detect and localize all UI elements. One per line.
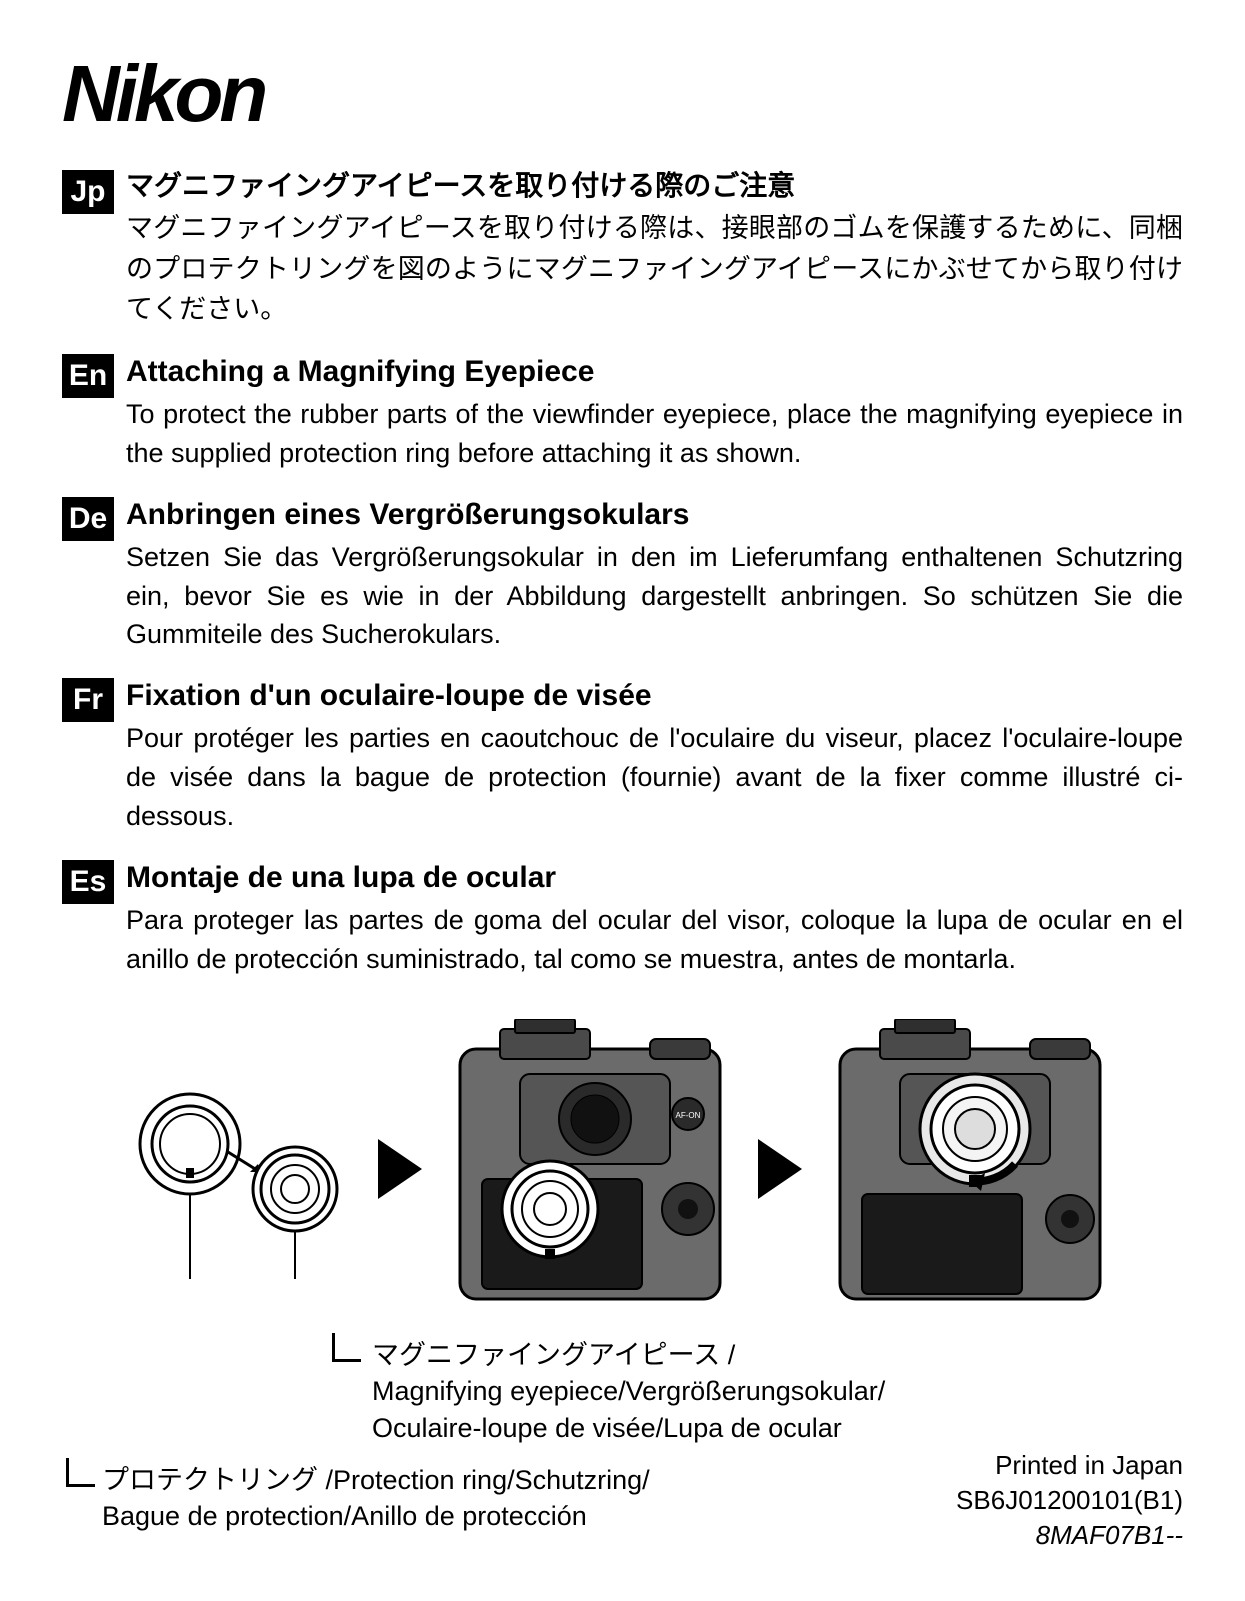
text-es: Para proteger las partes de goma del ocu… bbox=[126, 901, 1183, 979]
callout-eyepiece-line1: マグニファイングアイピース / bbox=[372, 1340, 735, 1370]
diagram-step-3 bbox=[820, 1019, 1120, 1319]
footer-code1: SB6J01200101(B1) bbox=[956, 1483, 1183, 1518]
title-de: Anbringen eines Vergrößerungsokulars bbox=[126, 495, 1183, 534]
footer-printed: Printed in Japan bbox=[956, 1448, 1183, 1483]
section-fr: Fr Fixation d'un oculaire-loupe de visée… bbox=[62, 676, 1183, 836]
callout-eyepiece-line3: Oculaire-loupe de visée/Lupa de ocular bbox=[372, 1413, 842, 1443]
section-es: Es Montaje de una lupa de ocular Para pr… bbox=[62, 858, 1183, 979]
lang-badge-jp: Jp bbox=[62, 170, 114, 214]
svg-text:AF-ON: AF-ON bbox=[676, 1111, 701, 1120]
section-de: De Anbringen eines Vergrößerungsokulars … bbox=[62, 495, 1183, 655]
arrow-icon bbox=[378, 1139, 422, 1199]
footer: Printed in Japan SB6J01200101(B1) 8MAF07… bbox=[956, 1448, 1183, 1553]
callout-eyepiece: マグニファイングアイピース / Magnifying eyepiece/Verg… bbox=[332, 1337, 1183, 1446]
diagram-step-2: AF-ON bbox=[440, 1019, 740, 1319]
text-en: To protect the rubber parts of the viewf… bbox=[126, 395, 1183, 473]
callout-ring-line2: Bague de protection/Anillo de protección bbox=[102, 1501, 587, 1531]
lang-badge-es: Es bbox=[62, 860, 114, 904]
text-jp: マグニファイングアイピースを取り付ける際は、接眼部のゴムを保護するために、同梱の… bbox=[126, 208, 1183, 330]
footer-code2: 8MAF07B1-- bbox=[956, 1518, 1183, 1553]
lang-badge-fr: Fr bbox=[62, 678, 114, 722]
title-es: Montaje de una lupa de ocular bbox=[126, 858, 1183, 897]
text-fr: Pour protéger les parties en caoutchouc … bbox=[126, 719, 1183, 836]
arrow-icon bbox=[758, 1139, 802, 1199]
diagram-step-1 bbox=[130, 1059, 360, 1279]
title-fr: Fixation d'un oculaire-loupe de visée bbox=[126, 676, 1183, 715]
instruction-diagram: AF-ON bbox=[62, 1019, 1183, 1319]
title-jp: マグニファイングアイピースを取り付ける際のご注意 bbox=[126, 168, 1183, 204]
section-jp: Jp マグニファイングアイピースを取り付ける際のご注意 マグニファイングアイピー… bbox=[62, 168, 1183, 330]
lang-badge-de: De bbox=[62, 497, 114, 541]
text-de: Setzen Sie das Vergrößerungsokular in de… bbox=[126, 538, 1183, 655]
callout-ring-line1: プロテクトリング /Protection ring/Schutzring/ bbox=[102, 1465, 650, 1495]
title-en: Attaching a Magnifying Eyepiece bbox=[126, 352, 1183, 391]
brand-logo: Nikon bbox=[62, 48, 1183, 140]
callout-eyepiece-line2: Magnifying eyepiece/Vergrößerungsokular/ bbox=[372, 1376, 885, 1406]
lang-badge-en: En bbox=[62, 354, 114, 398]
section-en: En Attaching a Magnifying Eyepiece To pr… bbox=[62, 352, 1183, 473]
